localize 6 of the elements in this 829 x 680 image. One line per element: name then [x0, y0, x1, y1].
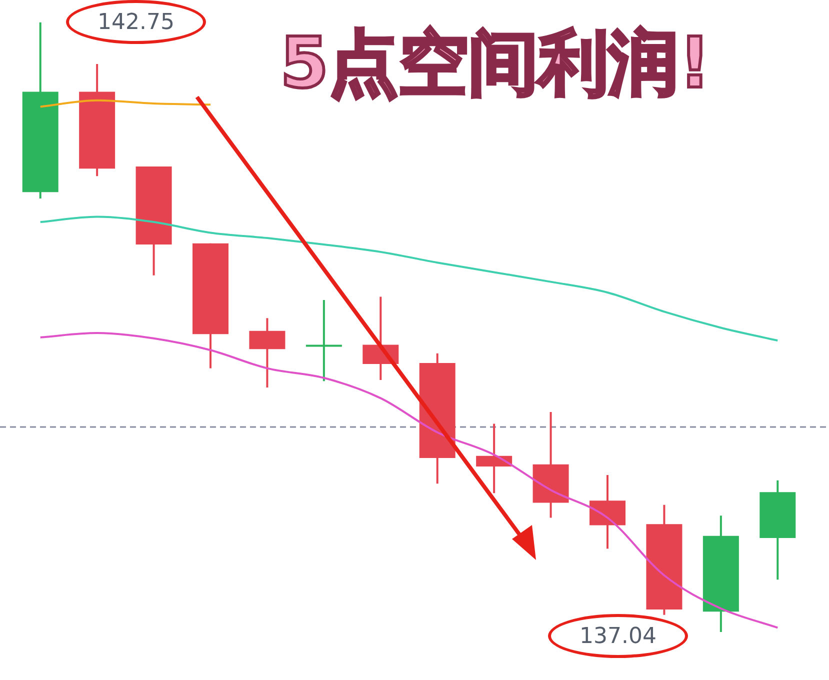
annotation: 137.04 — [580, 624, 656, 648]
chart-title: 5点空间利润! — [280, 21, 711, 106]
candlestick — [306, 298, 342, 382]
ellipse-outline: 137.04 — [548, 614, 688, 658]
annotation: 142.75 — [98, 10, 174, 34]
ellipse-outline: 142.75 — [66, 0, 206, 44]
